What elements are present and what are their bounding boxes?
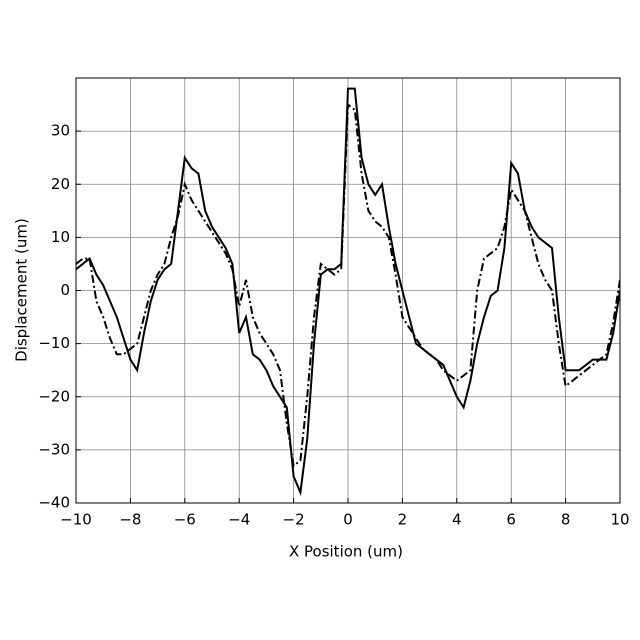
x-tick-label: 10 [610, 511, 629, 529]
x-tick-label: 2 [398, 511, 408, 529]
y-tick-label: 0 [60, 281, 70, 299]
y-axis-label: Displacement (um) [13, 218, 31, 362]
y-tick-label: −10 [38, 334, 70, 352]
y-tick-label: −40 [38, 494, 70, 512]
x-tick-label: 8 [561, 511, 571, 529]
chart: X Position (um) Displacement (um) −10 −8 −… [0, 0, 640, 640]
x-tick-label: −2 [283, 511, 305, 529]
x-tick-label: −6 [174, 511, 196, 529]
page: X Position (um) Displacement (um) −10 −8 −… [0, 0, 640, 640]
x-tick-label: 6 [506, 511, 516, 529]
y-tick-label: 30 [51, 122, 70, 140]
x-axis-label: X Position (um) [289, 543, 403, 561]
x-tick-label: −8 [119, 511, 141, 529]
x-tick-label: −10 [60, 511, 92, 529]
y-tick-label: 10 [51, 228, 70, 246]
x-tick-label: 0 [343, 511, 353, 529]
y-tick-label: 20 [51, 175, 70, 193]
x-tick-label: 4 [452, 511, 462, 529]
x-tick-label: −4 [228, 511, 250, 529]
y-tick-label: −20 [38, 387, 70, 405]
y-tick-label: −30 [38, 440, 70, 458]
